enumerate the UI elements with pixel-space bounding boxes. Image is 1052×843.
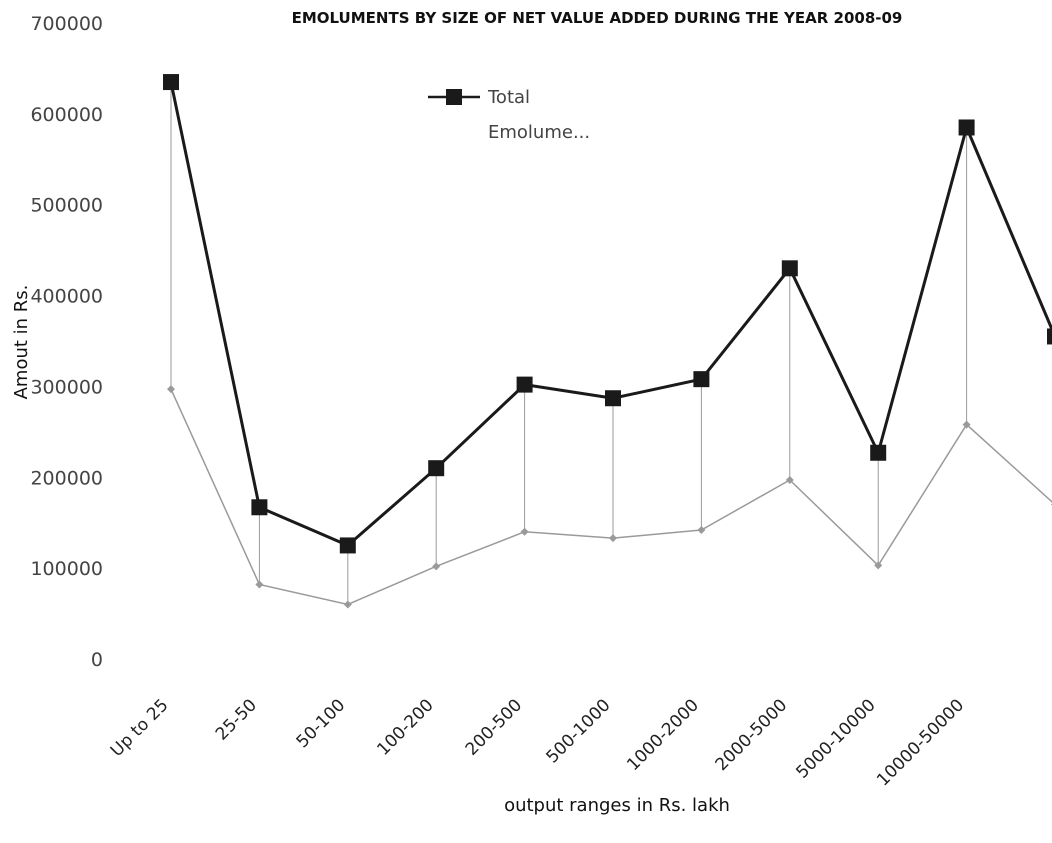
x-category-label: 2000-5000 xyxy=(712,695,792,775)
x-category-label: 50-100 xyxy=(293,695,350,752)
y-axis: 0 100000 200000 300000 400000 500000 600000 700… xyxy=(30,13,103,671)
series-line-1 xyxy=(170,388,1052,606)
y-tick-label: 500000 xyxy=(30,195,103,217)
legend-label-line2: Emolume... xyxy=(488,122,590,143)
x-axis-label: output ranges in Rs. lakh xyxy=(504,795,730,816)
data-point xyxy=(520,527,529,536)
y-axis-label: Amout in Rs. xyxy=(11,285,32,400)
series-group xyxy=(163,74,1052,609)
data-point xyxy=(870,444,887,461)
data-point xyxy=(163,74,179,91)
x-category-label: 25-50 xyxy=(212,695,261,744)
data-point xyxy=(516,376,533,393)
data-point xyxy=(962,420,971,429)
y-tick-label: 400000 xyxy=(30,286,103,308)
x-category-label: Up to 25 xyxy=(107,695,173,761)
y-tick-label: 600000 xyxy=(30,104,103,126)
x-category-label: 100-200 xyxy=(373,695,437,759)
legend: Total Emolume... xyxy=(428,87,590,143)
y-tick-label: 0 xyxy=(91,649,103,671)
x-category-label: 10000-50000 xyxy=(873,695,968,790)
legend-label: Total xyxy=(487,87,530,108)
data-point xyxy=(609,534,617,543)
data-point xyxy=(1047,328,1052,345)
drop-lines xyxy=(170,82,968,605)
data-point xyxy=(697,525,706,534)
y-tick-label: 700000 xyxy=(30,13,103,35)
data-point xyxy=(339,537,356,554)
legend-marker-icon xyxy=(446,89,462,105)
chart-title: EMOLUMENTS BY SIZE OF NET VALUE ADDED DU… xyxy=(292,9,903,27)
data-point xyxy=(958,119,975,136)
data-point xyxy=(605,390,621,407)
data-point xyxy=(781,260,798,277)
y-tick-label: 100000 xyxy=(30,558,103,580)
data-point xyxy=(167,385,175,394)
data-point xyxy=(693,371,710,388)
data-point xyxy=(785,476,794,485)
x-category-label: 200-500 xyxy=(462,695,526,759)
series-line-0 xyxy=(169,81,1052,548)
x-category-label: 5000-10000 xyxy=(792,695,879,782)
x-category-label: 500-1000 xyxy=(543,695,615,767)
y-tick-label: 300000 xyxy=(30,376,103,398)
data-point xyxy=(428,460,445,477)
data-point xyxy=(874,561,883,570)
data-point xyxy=(432,562,441,571)
x-category-label: 1000-2000 xyxy=(623,695,703,775)
data-point xyxy=(251,499,268,516)
x-axis: Up to 25 25-50 50-100 100-200 200-500 500-100… xyxy=(107,695,968,790)
y-tick-label: 200000 xyxy=(30,467,103,489)
data-point xyxy=(343,600,352,609)
data-point xyxy=(255,580,264,589)
